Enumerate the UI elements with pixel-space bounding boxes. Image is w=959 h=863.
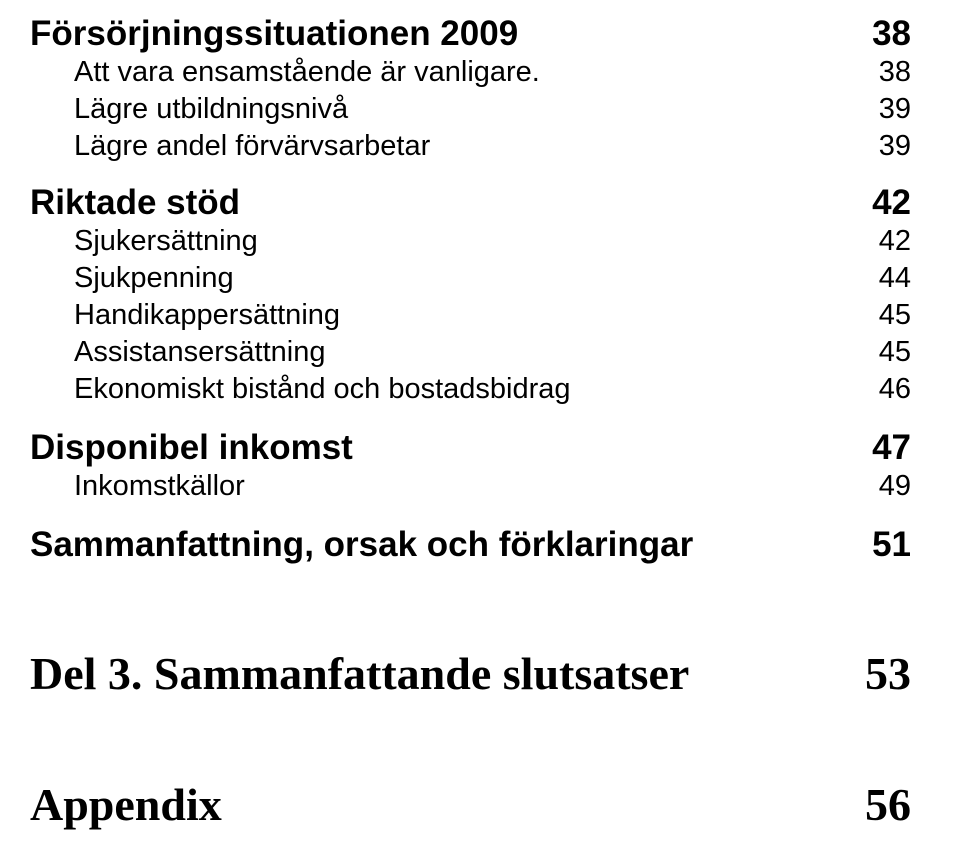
toc-section: Riktade stöd 42 — [30, 183, 911, 223]
toc-page: Försörjningssituationen 2009 38 Att vara… — [0, 0, 959, 831]
toc-label: Assistansersättning — [74, 336, 325, 369]
toc-label: Sjukpenning — [74, 262, 234, 295]
toc-sub-item: Lägre andel förvärvsarbetar 39 — [30, 130, 911, 163]
toc-sub-item: Ekonomiskt bistånd och bostadsbidrag 46 — [30, 373, 911, 406]
toc-label: Försörjningssituationen 2009 — [30, 14, 518, 54]
toc-page-number: 38 — [872, 14, 911, 54]
toc-page-number: 39 — [879, 93, 911, 126]
toc-label: Riktade stöd — [30, 183, 240, 223]
toc-page-number: 45 — [879, 299, 911, 332]
toc-part-heading: Appendix 56 — [30, 778, 911, 831]
toc-sub-item: Inkomstkällor 49 — [30, 470, 911, 503]
toc-sub-item: Sjukersättning 42 — [30, 225, 911, 258]
toc-sub-item: Assistansersättning 45 — [30, 336, 911, 369]
toc-label: Sjukersättning — [74, 225, 258, 258]
toc-label: Lägre utbildningsnivå — [74, 93, 348, 126]
toc-label: Del 3. Sammanfattande slutsatser — [30, 647, 689, 700]
toc-page-number: 56 — [865, 778, 911, 831]
toc-sub-item: Lägre utbildningsnivå 39 — [30, 93, 911, 126]
toc-sub-item: Sjukpenning 44 — [30, 262, 911, 295]
toc-page-number: 39 — [879, 130, 911, 163]
toc-page-number: 42 — [879, 225, 911, 258]
toc-sub-item: Handikappersättning 45 — [30, 299, 911, 332]
toc-page-number: 51 — [872, 525, 911, 565]
toc-page-number: 44 — [879, 262, 911, 295]
toc-part-heading: Del 3. Sammanfattande slutsatser 53 — [30, 647, 911, 700]
toc-page-number: 47 — [872, 428, 911, 468]
toc-page-number: 42 — [872, 183, 911, 223]
toc-label: Appendix — [30, 778, 222, 831]
toc-label: Disponibel inkomst — [30, 428, 353, 468]
toc-section: Sammanfattning, orsak och förklaringar 5… — [30, 525, 911, 565]
toc-section: Disponibel inkomst 47 — [30, 428, 911, 468]
toc-sub-item: Att vara ensamstående är vanligare. 38 — [30, 56, 911, 89]
toc-page-number: 46 — [879, 373, 911, 406]
toc-label: Ekonomiskt bistånd och bostadsbidrag — [74, 373, 571, 406]
toc-section: Försörjningssituationen 2009 38 — [30, 14, 911, 54]
toc-label: Handikappersättning — [74, 299, 340, 332]
toc-label: Lägre andel förvärvsarbetar — [74, 130, 430, 163]
toc-page-number: 53 — [865, 647, 911, 700]
toc-label: Inkomstkällor — [74, 470, 245, 503]
toc-page-number: 38 — [879, 56, 911, 89]
toc-label: Sammanfattning, orsak och förklaringar — [30, 525, 693, 565]
toc-page-number: 45 — [879, 336, 911, 369]
toc-page-number: 49 — [879, 470, 911, 503]
toc-label: Att vara ensamstående är vanligare. — [74, 56, 540, 89]
